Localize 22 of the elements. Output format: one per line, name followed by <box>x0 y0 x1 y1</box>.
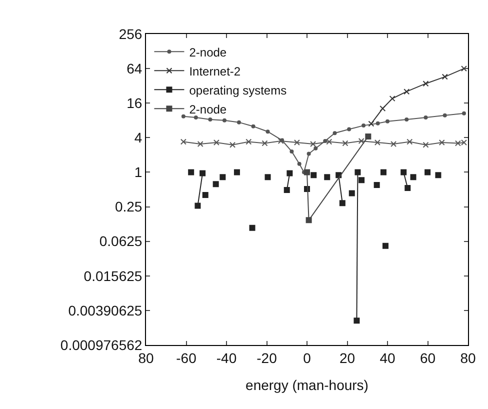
y-tick-label: 256 <box>118 26 142 42</box>
y-tick-label: 16 <box>126 95 142 112</box>
y-tick-label: 1 <box>134 164 142 180</box>
x-tick-label: 20 <box>339 350 356 366</box>
legend-label: 2-node <box>189 45 227 60</box>
legend-label: operating systems <box>189 83 287 98</box>
x-tick-label: -60 <box>176 350 197 366</box>
x-tick-label: 40 <box>380 350 396 366</box>
x-tick-label: 80 <box>460 350 476 366</box>
y-tick-label: 0.015625 <box>84 268 142 284</box>
x-tick-label: 60 <box>420 350 436 366</box>
x-tick-label: -40 <box>216 350 237 366</box>
x-axis-title: energy (man-hours) <box>246 377 368 394</box>
legend-label: 2-node <box>189 102 227 116</box>
y-tick-label: 4 <box>134 130 142 146</box>
y-tick-label: 0.25 <box>114 198 142 215</box>
y-tick-label: 0.00390625 <box>68 302 142 318</box>
y-tick-label: 64 <box>126 60 142 76</box>
x-tick-label: -20 <box>256 350 278 366</box>
legend-label: Internet-2 <box>189 64 241 78</box>
y-tick-label: 0.0625 <box>99 233 142 250</box>
x-tick-label: 0 <box>303 350 312 366</box>
